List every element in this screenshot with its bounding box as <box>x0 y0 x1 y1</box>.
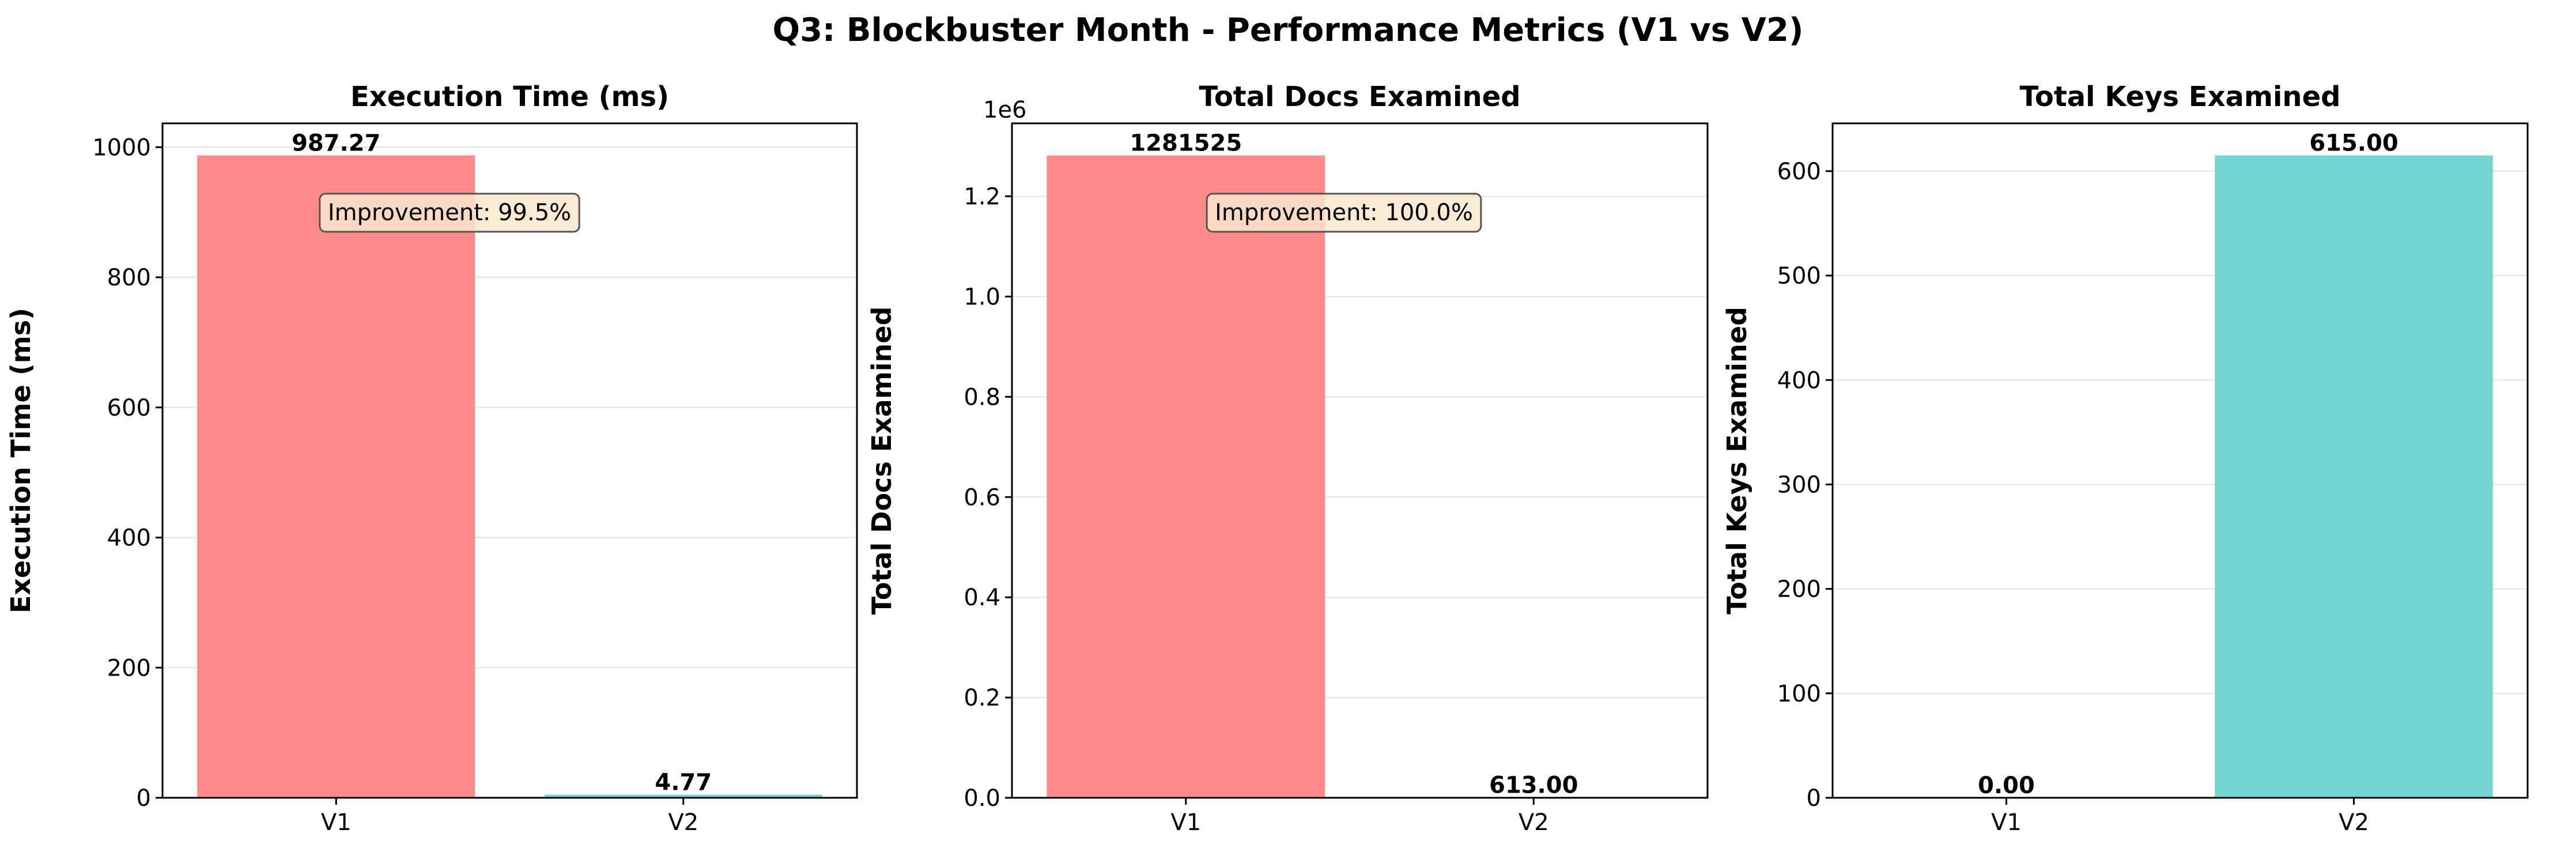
y-tick-label: 1.2 <box>964 184 1000 210</box>
y-tick-label: 0 <box>1807 785 1821 812</box>
bar-value-label: 4.77 <box>655 770 712 796</box>
y-tick-label: 1000 <box>92 134 151 161</box>
y-tick-label: 200 <box>1777 576 1821 603</box>
annotation-box <box>1206 193 1482 233</box>
x-tick-label: V1 <box>1170 809 1201 836</box>
x-tick-label: V2 <box>2339 809 2369 836</box>
x-tick-label: V1 <box>321 809 352 836</box>
axis-offset-label: 1e6 <box>983 97 1027 123</box>
chart-panel-1: 987.27 4.77 0 200 400 600 800 1000 V1 V2 Execution… <box>5 81 858 836</box>
y-axis-label: Execution Time (ms) <box>5 308 36 613</box>
bar-value-label: 987.27 <box>292 130 380 157</box>
y-tick-label: 300 <box>1777 472 1821 498</box>
bar-v2 <box>544 794 822 798</box>
bar-v1 <box>1047 155 1325 798</box>
y-tick-label: 600 <box>1777 159 1821 185</box>
axes-frame <box>161 122 858 799</box>
bar-value-label: 615.00 <box>2309 130 2398 157</box>
improvement-annotation: Improvement: 99.5% <box>319 193 580 233</box>
chart-title: Total Keys Examined <box>2019 81 2340 113</box>
y-tick-label: 0.6 <box>964 484 1000 511</box>
y-tick-label: 600 <box>107 395 151 421</box>
y-tick-label: 0.0 <box>964 785 1000 812</box>
y-tick-label: 0.4 <box>964 585 1000 611</box>
bar-value-label: 1281525 <box>1130 130 1242 157</box>
axes-frame <box>1011 122 1709 799</box>
y-tick-label: 400 <box>107 525 151 552</box>
improvement-annotation: Improvement: 100.0% <box>1206 193 1482 233</box>
y-axis-label: Total Docs Examined <box>866 307 897 615</box>
y-tick-label: 800 <box>107 265 151 291</box>
y-tick-label: 0.8 <box>964 384 1000 410</box>
bar-value-label: 613.00 <box>1489 772 1578 798</box>
y-tick-label: 0.2 <box>964 685 1000 711</box>
y-tick-label: 400 <box>1777 367 1821 394</box>
y-tick-label: 1.0 <box>964 284 1000 311</box>
chart-title: Total Docs Examined <box>1199 81 1520 113</box>
bar-v2 <box>2215 155 2493 798</box>
y-tick-label: 100 <box>1777 681 1821 707</box>
x-tick-label: V1 <box>1991 809 2022 836</box>
bar-v1 <box>197 155 475 798</box>
annotation-box <box>319 193 580 233</box>
chart-title: Execution Time (ms) <box>350 81 669 113</box>
annotation-text: Improvement: 100.0% <box>1215 199 1473 226</box>
bar-value-label: 0.00 <box>1978 772 2035 799</box>
y-tick-label: 200 <box>107 655 151 681</box>
y-tick-label: 500 <box>1777 263 1821 289</box>
axes-frame <box>1831 122 2529 799</box>
x-tick-label: V2 <box>1519 809 1549 836</box>
figure-title: Q3: Blockbuster Month - Performance Metr… <box>772 12 1803 49</box>
annotation-text: Improvement: 99.5% <box>328 199 571 226</box>
y-tick-label: 0 <box>137 785 151 812</box>
chart-panel-3: 0.00 615.00 0 100 200 300 400 500 600 V1 V2 Total K… <box>1721 81 2529 836</box>
x-tick-label: V2 <box>668 809 698 836</box>
y-axis-label: Total Keys Examined <box>1721 307 1752 614</box>
chart-panel-2: 1281525 613.00 0.0 0.2 0.4 0.6 0.8 1.0 1.2 V1 V2 1e… <box>866 81 1709 836</box>
